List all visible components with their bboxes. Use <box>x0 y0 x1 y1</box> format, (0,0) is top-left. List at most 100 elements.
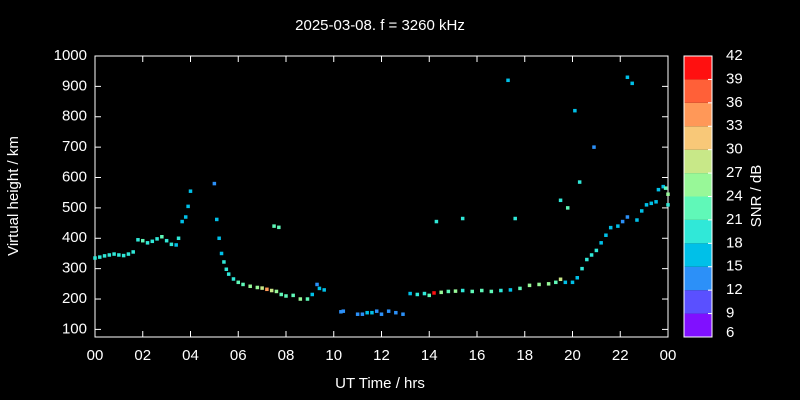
data-point <box>565 206 570 210</box>
data-point <box>630 81 634 86</box>
data-point <box>546 282 551 286</box>
colorbar-tick-label: 9 <box>726 305 734 322</box>
data-point <box>608 225 613 230</box>
y-tick-label: 600 <box>62 168 87 185</box>
data-point <box>644 203 649 207</box>
data-point <box>260 286 264 290</box>
colorbar-band <box>684 196 712 220</box>
data-point <box>176 236 181 241</box>
x-tick-label: 02 <box>134 347 151 364</box>
data-point <box>554 280 558 285</box>
x-tick-label: 12 <box>373 347 390 364</box>
data-point <box>489 289 494 294</box>
data-point <box>226 272 231 276</box>
data-point <box>580 266 584 271</box>
colorbar-tick-label: 42 <box>726 47 743 64</box>
colorbar-tick-label: 36 <box>726 94 743 111</box>
data-point <box>386 309 391 313</box>
data-point <box>160 235 164 239</box>
data-point <box>131 250 135 254</box>
data-point <box>236 280 240 285</box>
data-point <box>594 248 599 253</box>
y-tick-label: 700 <box>62 138 87 155</box>
data-point <box>394 310 398 315</box>
data-point <box>661 184 665 189</box>
data-point <box>558 198 563 203</box>
data-point <box>432 291 436 295</box>
data-point <box>291 293 295 298</box>
colorbar-band <box>684 266 712 291</box>
y-tick-label: 500 <box>62 199 87 216</box>
x-tick-label: 04 <box>182 347 199 364</box>
data-point <box>666 203 670 207</box>
colorbar-tick-label: 21 <box>726 211 743 228</box>
x-tick-label: 00 <box>87 347 104 364</box>
data-point <box>241 282 245 287</box>
data-point <box>506 78 510 83</box>
x-tick-label: 20 <box>564 347 581 364</box>
data-point <box>188 189 193 193</box>
data-point <box>570 280 575 285</box>
colorbar-band <box>684 313 712 337</box>
data-point <box>625 215 630 219</box>
colorbar-band <box>684 102 712 127</box>
data-point <box>573 108 577 113</box>
data-point <box>625 75 630 80</box>
colorbar-tick-label: 24 <box>726 187 743 204</box>
data-point <box>265 287 269 292</box>
data-point <box>577 180 582 184</box>
data-point <box>98 255 102 259</box>
data-point <box>374 309 379 313</box>
data-point <box>224 267 229 272</box>
data-point <box>93 256 97 260</box>
data-point <box>164 238 169 243</box>
data-point <box>422 291 427 296</box>
data-point <box>460 216 465 221</box>
x-tick-label: 14 <box>421 347 438 364</box>
data-point <box>649 201 654 206</box>
data-point <box>415 292 420 297</box>
data-point <box>269 288 274 293</box>
data-point <box>470 289 474 294</box>
data-point <box>635 218 639 222</box>
data-point <box>370 310 374 315</box>
data-point <box>272 224 276 228</box>
x-tick-label: 18 <box>516 347 533 364</box>
data-point <box>212 181 217 186</box>
data-point <box>513 216 517 221</box>
colorbar-label: SNR / dB <box>748 165 765 228</box>
y-axis-label: Virtual height / km <box>5 136 22 256</box>
data-point <box>480 288 484 293</box>
data-point <box>599 241 603 245</box>
colorbar-band <box>684 173 712 197</box>
y-tick-label: 200 <box>62 290 87 307</box>
y-tick-label: 100 <box>62 320 87 337</box>
data-point <box>365 310 369 315</box>
colorbar-tick-label: 27 <box>726 164 743 181</box>
data-point <box>439 290 443 295</box>
data-point <box>537 282 541 287</box>
data-point <box>102 254 107 258</box>
data-point <box>180 219 184 224</box>
data-point <box>508 288 513 292</box>
colorbar-tick-label: 6 <box>726 324 734 341</box>
data-point <box>620 219 625 224</box>
data-point <box>518 286 522 291</box>
data-point <box>277 225 281 230</box>
data-point <box>339 310 343 314</box>
data-point <box>155 237 159 241</box>
y-tick-label: 900 <box>62 77 87 94</box>
data-point <box>360 312 365 316</box>
data-point <box>322 288 326 292</box>
data-point <box>589 253 594 257</box>
data-point <box>315 282 319 287</box>
data-point <box>298 297 303 301</box>
data-point <box>255 285 260 290</box>
x-tick-label: 00 <box>660 347 677 364</box>
colorbar-band <box>684 56 712 80</box>
data-point <box>305 297 310 301</box>
data-point <box>592 145 596 149</box>
data-point <box>215 217 219 222</box>
